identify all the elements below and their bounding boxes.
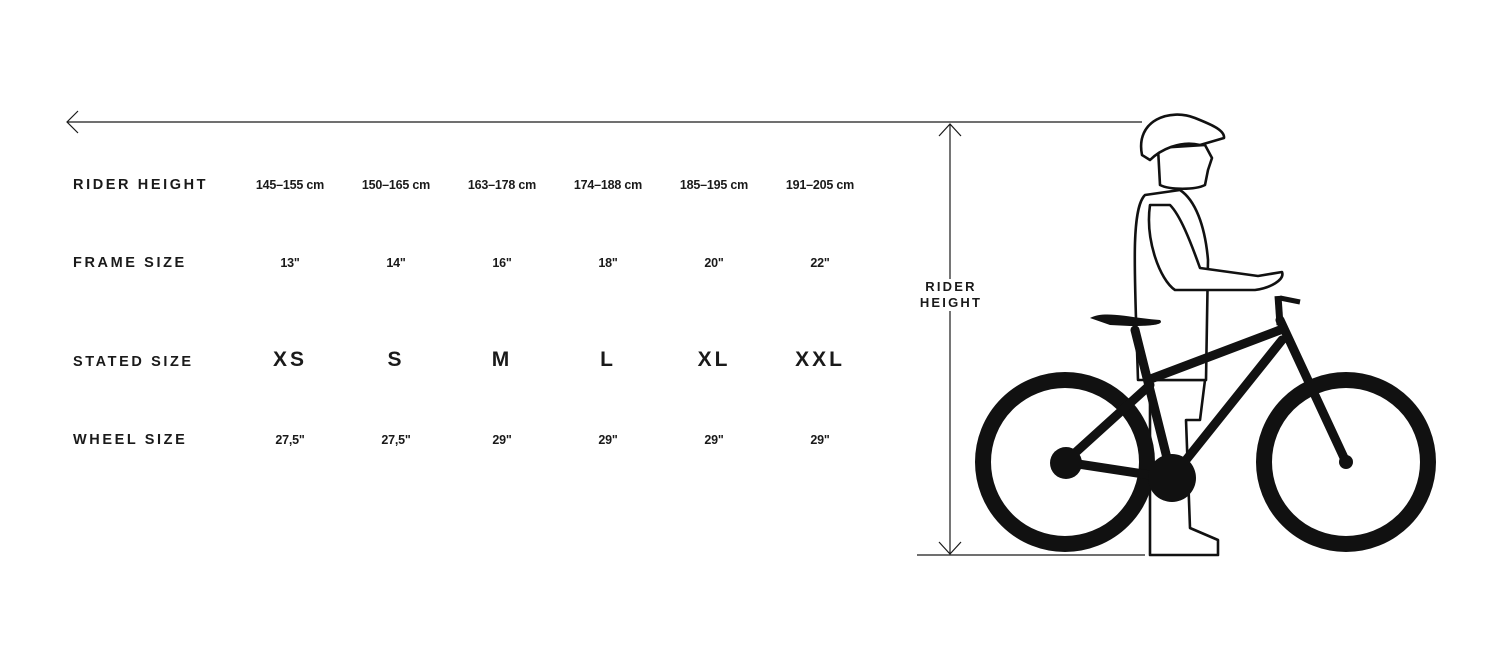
cell-wheel-size: 29" bbox=[598, 433, 618, 447]
cell-wheel-size: 27,5" bbox=[275, 433, 305, 447]
chainring bbox=[1148, 454, 1196, 502]
cell-stated-size: XL bbox=[697, 348, 731, 371]
cell-wheel-size: 27,5" bbox=[381, 433, 411, 447]
row-label-frame-size: FRAME SIZE bbox=[73, 255, 187, 271]
dimension-label-line2: HEIGHT bbox=[919, 295, 983, 310]
helmet-icon bbox=[1139, 113, 1226, 162]
cell-frame-size: 14" bbox=[386, 256, 406, 270]
cell-rider-height: 185–195 cm bbox=[679, 178, 749, 192]
cassette bbox=[1050, 447, 1082, 479]
cell-stated-size: XXL bbox=[795, 348, 845, 371]
cell-stated-size: S bbox=[387, 348, 405, 371]
cell-rider-height: 174–188 cm bbox=[573, 178, 643, 192]
bike-saddle bbox=[1090, 314, 1161, 326]
cell-rider-height: 191–205 cm bbox=[785, 178, 855, 192]
front-wheel bbox=[1256, 372, 1436, 552]
cell-stated-size: L bbox=[600, 348, 616, 371]
cell-wheel-size: 29" bbox=[704, 433, 724, 447]
cell-frame-size: 18" bbox=[598, 256, 618, 270]
dimension-label-line1: RIDER bbox=[925, 279, 977, 294]
cell-rider-height: 145–155 cm bbox=[255, 178, 325, 192]
cell-rider-height: 163–178 cm bbox=[467, 178, 537, 192]
arrow-left-icon bbox=[66, 110, 79, 134]
arrow-up-icon bbox=[938, 123, 962, 137]
rider-arm bbox=[1147, 203, 1284, 292]
cell-frame-size: 20" bbox=[704, 256, 724, 270]
rear-wheel bbox=[975, 372, 1155, 552]
cell-rider-height: 150–165 cm bbox=[361, 178, 431, 192]
cell-wheel-size: 29" bbox=[492, 433, 512, 447]
row-label-rider-height: RIDER HEIGHT bbox=[73, 177, 209, 193]
cell-frame-size: 16" bbox=[492, 256, 512, 270]
rider-height-dimension-label: RIDER HEIGHT bbox=[905, 279, 997, 311]
cell-wheel-size: 29" bbox=[810, 433, 830, 447]
row-label-stated-size: STATED SIZE bbox=[73, 354, 194, 370]
cell-stated-size: XS bbox=[272, 348, 307, 371]
arrow-down-icon bbox=[938, 541, 962, 555]
cell-stated-size: M bbox=[491, 348, 513, 371]
rider-with-bike-illustration bbox=[975, 113, 1436, 557]
cell-frame-size: 13" bbox=[280, 256, 300, 270]
row-label-wheel-size: WHEEL SIZE bbox=[73, 432, 188, 448]
cell-frame-size: 22" bbox=[810, 256, 830, 270]
front-hub bbox=[1339, 455, 1353, 469]
rider-head bbox=[1156, 143, 1214, 191]
